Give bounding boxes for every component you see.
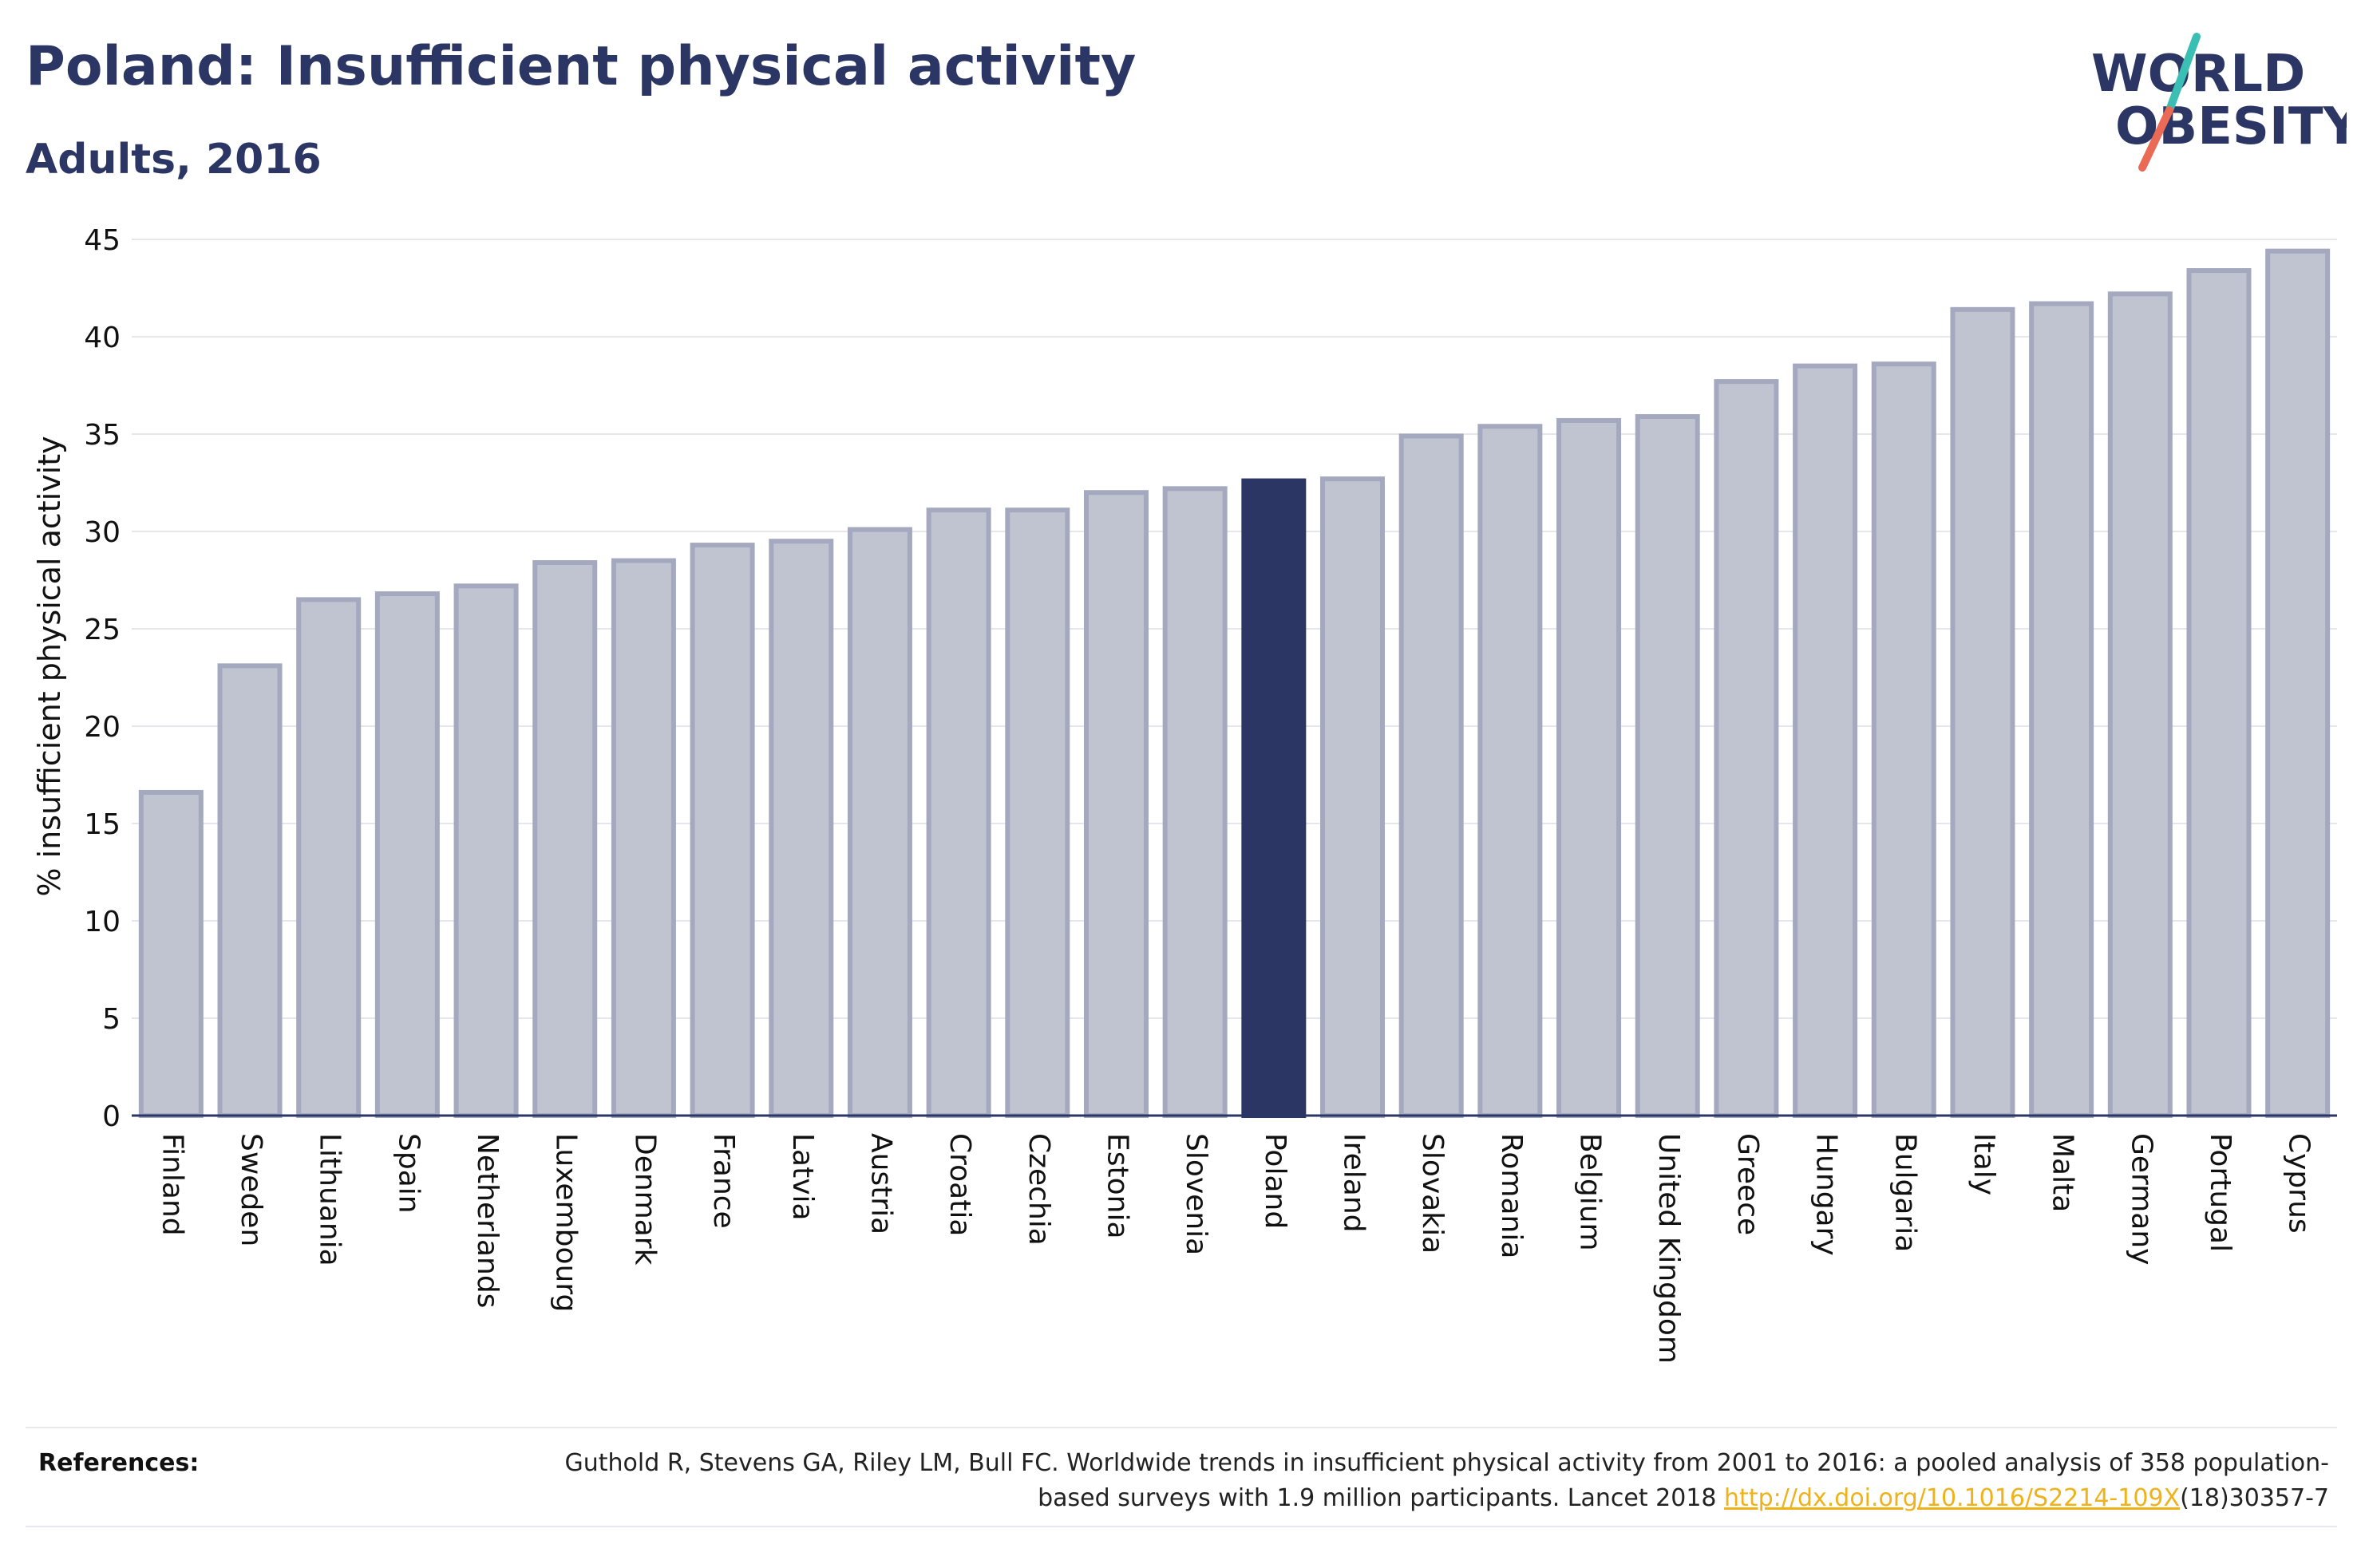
bar-luxembourg xyxy=(532,560,598,1118)
bar-slovakia xyxy=(1398,433,1464,1118)
x-tick-label: Slovenia xyxy=(1180,1133,1212,1255)
x-tick-label: Bulgaria xyxy=(1888,1133,1921,1252)
bar-greece xyxy=(1714,379,1779,1118)
bar-belgium xyxy=(1556,417,1622,1118)
x-tick-label: Lithuania xyxy=(314,1133,346,1266)
y-tick-label: 25 xyxy=(84,614,121,646)
bar-ireland xyxy=(1320,476,1386,1118)
x-tick-label: Italy xyxy=(1968,1133,2000,1195)
y-axis-label: % insufficient physical activity xyxy=(32,436,67,896)
x-axis-ticks: Finland Sweden Lithuania Spain Netherlands Lu… xyxy=(156,1133,2315,1364)
references-label: References: xyxy=(38,1449,200,1477)
world-obesity-logo: WORLD OBESITY xyxy=(2091,33,2347,172)
bar-germany xyxy=(2107,291,2173,1119)
bar-poland xyxy=(1241,478,1307,1118)
y-tick-label: 15 xyxy=(84,808,121,841)
bar-denmark xyxy=(611,558,676,1118)
bar-netherlands xyxy=(453,583,519,1118)
bar-slovenia xyxy=(1162,486,1228,1118)
bar-estonia xyxy=(1083,490,1149,1118)
bar-lithuania xyxy=(296,597,362,1118)
x-tick-label: Greece xyxy=(1731,1133,1764,1235)
x-tick-label: Poland xyxy=(1259,1133,1291,1229)
y-tick-label: 10 xyxy=(84,906,121,938)
bars xyxy=(138,248,2331,1119)
x-tick-label: Ireland xyxy=(1338,1133,1370,1233)
y-tick-label: 20 xyxy=(84,711,121,744)
references-citation-suffix: (18)30357-7 xyxy=(2180,1484,2329,1512)
bar-portugal xyxy=(2186,268,2252,1118)
x-tick-label: Sweden xyxy=(235,1133,267,1246)
references-bottom-rule xyxy=(26,1526,2337,1527)
y-tick-label: 30 xyxy=(84,516,121,549)
y-tick-label: 40 xyxy=(84,322,121,354)
bar-cyprus xyxy=(2265,248,2331,1118)
references-top-rule xyxy=(26,1427,2337,1428)
x-tick-label: Estonia xyxy=(1101,1133,1133,1239)
y-axis-ticks: 0 5 10 15 20 25 30 35 40 45 xyxy=(84,224,121,1133)
x-tick-label: Slovakia xyxy=(1416,1133,1449,1254)
x-tick-label: Spain xyxy=(392,1133,425,1214)
references-doi-link[interactable]: http://dx.doi.org/10.1016/S2214-109X xyxy=(1724,1484,2181,1512)
x-tick-label: Latvia xyxy=(786,1133,819,1221)
bar-croatia xyxy=(926,508,991,1118)
bar-austria xyxy=(847,527,912,1118)
bar-latvia xyxy=(769,539,834,1118)
bar-united-kingdom xyxy=(1635,414,1700,1118)
bar-sweden xyxy=(217,663,283,1118)
bar-italy xyxy=(1950,306,2015,1118)
y-tick-label: 5 xyxy=(102,1003,121,1036)
bar-chart: 0 5 10 15 20 25 30 35 40 45 Finland Sweden Lithuani… xyxy=(32,224,2337,1364)
x-tick-label: Romania xyxy=(1495,1133,1528,1258)
logo-slash-teal xyxy=(2165,33,2201,114)
x-tick-label: Croatia xyxy=(943,1133,976,1236)
bar-finland xyxy=(138,789,204,1119)
x-tick-label: Austria xyxy=(864,1133,897,1234)
bar-france xyxy=(690,543,755,1118)
y-tick-label: 0 xyxy=(102,1100,121,1133)
y-tick-label: 35 xyxy=(84,419,121,452)
x-tick-label: Netherlands xyxy=(471,1133,504,1308)
bar-romania xyxy=(1477,424,1543,1118)
logo-line1: WORLD xyxy=(2091,45,2305,104)
references-text: Guthold R, Stevens GA, Riley LM, Bull FC… xyxy=(493,1446,2329,1516)
x-tick-label: Malta xyxy=(2047,1133,2079,1212)
chart-title: Poland: Insufficient physical activity xyxy=(26,35,1137,98)
x-tick-label: Portugal xyxy=(2204,1133,2236,1252)
x-tick-label: Denmark xyxy=(628,1133,661,1266)
chart-subtitle: Adults, 2016 xyxy=(26,136,322,184)
x-tick-label: United Kingdom xyxy=(1652,1133,1685,1364)
x-tick-label: Germany xyxy=(2125,1133,2157,1265)
x-tick-label: Cyprus xyxy=(2283,1133,2316,1234)
x-tick-label: Belgium xyxy=(1574,1133,1607,1251)
x-tick-label: Czechia xyxy=(1022,1133,1055,1246)
logo-slash-coral xyxy=(2138,106,2173,172)
bar-spain xyxy=(374,591,440,1118)
x-tick-label: France xyxy=(707,1133,740,1229)
x-tick-label: Luxembourg xyxy=(550,1133,583,1312)
y-tick-label: 45 xyxy=(84,224,121,257)
bar-czechia xyxy=(1005,508,1070,1118)
x-tick-label: Finland xyxy=(156,1133,188,1236)
references-citation: Guthold R, Stevens GA, Riley LM, Bull FC… xyxy=(564,1449,2329,1512)
bar-malta xyxy=(2029,301,2094,1118)
bar-bulgaria xyxy=(1871,361,1936,1119)
bar-hungary xyxy=(1793,363,1858,1119)
x-tick-label: Hungary xyxy=(1810,1133,1843,1256)
